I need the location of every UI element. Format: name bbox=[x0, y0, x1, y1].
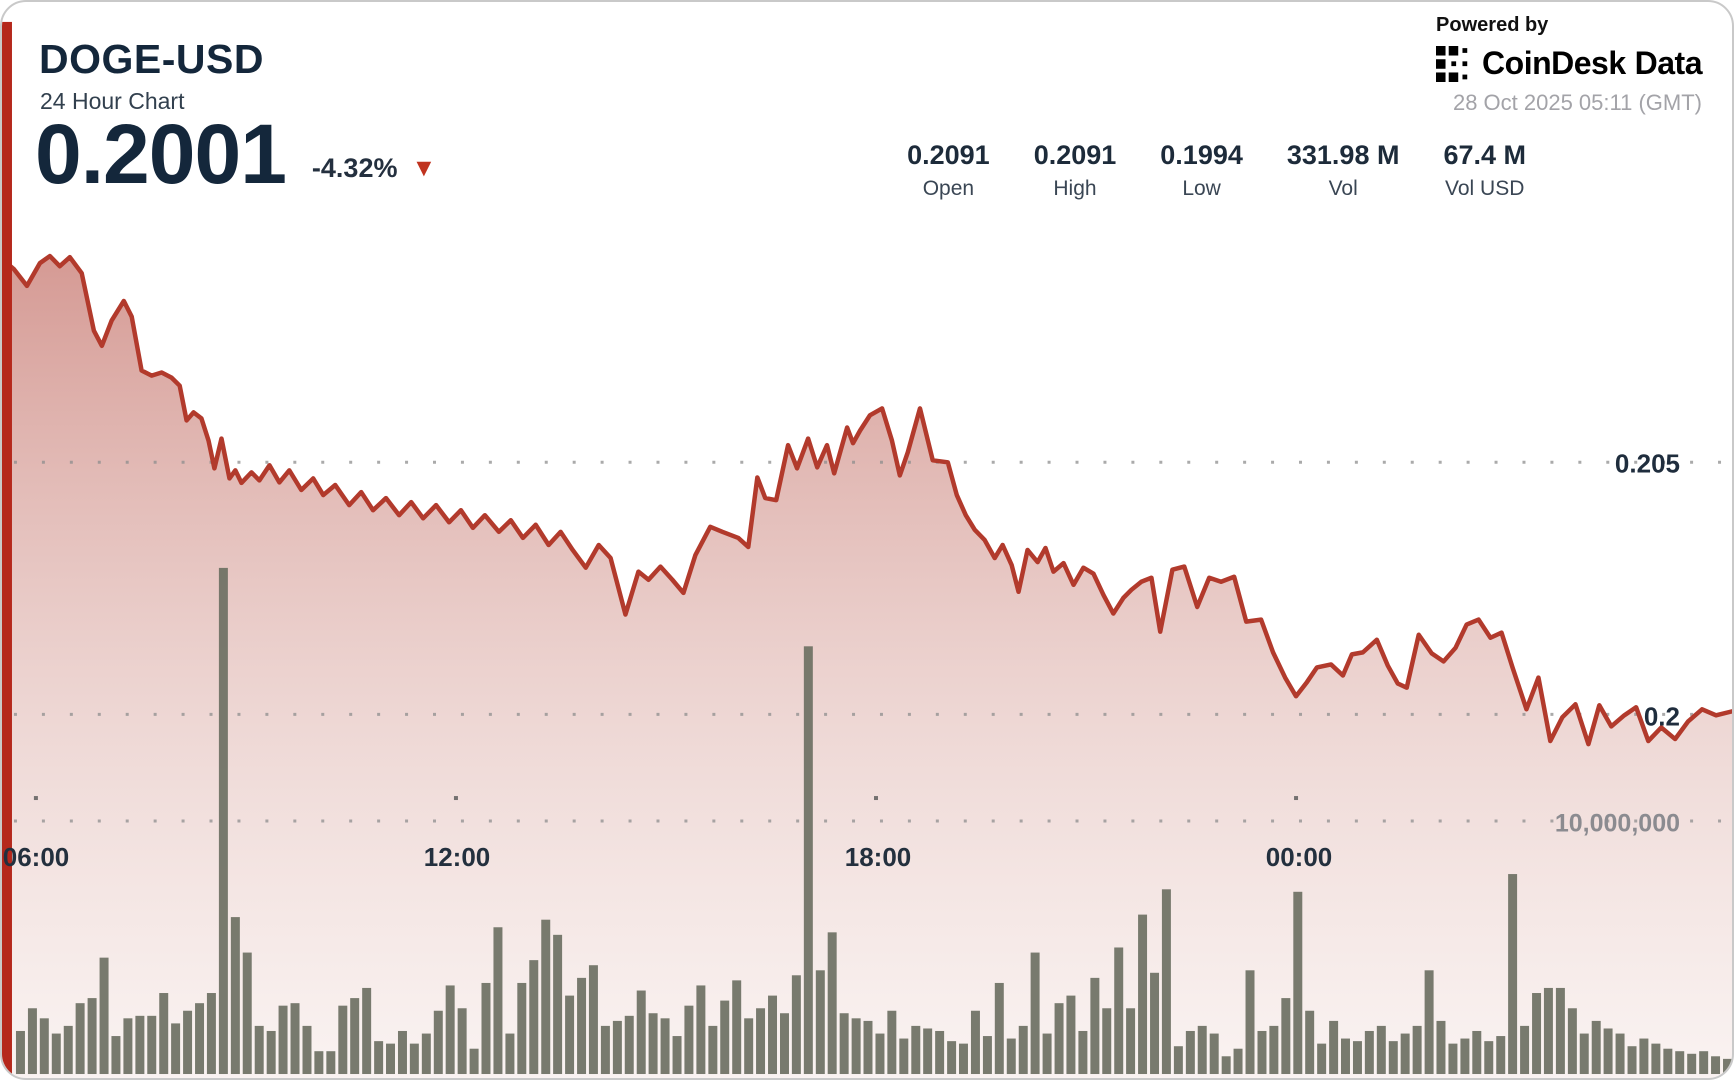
last-updated-timestamp: 28 Oct 2025 05:11 (GMT) bbox=[1452, 90, 1702, 115]
chart-subtitle: 24 Hour Chart bbox=[40, 88, 185, 114]
time-tick-0600: 06:00 bbox=[2, 842, 70, 872]
current-price: 0.2001 bbox=[35, 107, 287, 201]
stat-high-label: High bbox=[1053, 177, 1097, 200]
volume-tick-10m: 10,000,000 bbox=[1554, 809, 1680, 838]
stat-volume-label: Vol bbox=[1328, 177, 1358, 200]
stat-open-label: Open bbox=[922, 177, 975, 200]
stat-high-value: 0.2091 bbox=[1033, 140, 1117, 170]
change-percent: -4.32% bbox=[311, 153, 398, 184]
change-badge: -4.32% ▼ bbox=[312, 153, 436, 184]
coindesk-mark-icon bbox=[1436, 45, 1468, 82]
price-row: 0.2001 -4.32% ▼ bbox=[35, 110, 436, 198]
stat-volume-usd: 67.4 M Vol USD bbox=[1443, 140, 1526, 201]
powered-by-label: Powered by bbox=[1436, 14, 1549, 36]
powered-by-block: Powered by CoinDesk Data 28 Oct 2025 05:… bbox=[1436, 14, 1703, 116]
stat-volume-usd-value: 67.4 M bbox=[1443, 140, 1526, 170]
coindesk-data-logo[interactable]: CoinDesk Data bbox=[1436, 45, 1703, 82]
brand-coindesk-text: CoinDesk bbox=[1482, 45, 1626, 81]
price-tick-0205: 0.205 bbox=[1614, 448, 1680, 479]
stat-low-value: 0.1994 bbox=[1160, 140, 1243, 170]
stat-volume: 331.98 M Vol bbox=[1287, 140, 1400, 201]
symbol-title: DOGE-USD bbox=[39, 36, 264, 82]
stat-volume-usd-label: Vol USD bbox=[1445, 177, 1525, 200]
stat-open-value: 0.2091 bbox=[907, 140, 990, 170]
brand-data-text: Data bbox=[1634, 45, 1703, 81]
time-tick-0000: 00:00 bbox=[1265, 842, 1333, 872]
time-tick-1200: 12:00 bbox=[423, 842, 491, 872]
stat-high: 0.2091 High bbox=[1034, 140, 1117, 201]
ohlc-stats-row: 0.2091 Open 0.2091 High 0.1994 Low 331.9… bbox=[907, 140, 1526, 201]
stat-volume-value: 331.98 M bbox=[1286, 140, 1400, 170]
stat-low-label: Low bbox=[1182, 177, 1221, 200]
down-triangle-icon: ▼ bbox=[411, 154, 437, 183]
time-tick-1800: 18:00 bbox=[844, 842, 912, 872]
price-tick-02: 0.2 bbox=[1643, 701, 1680, 732]
stat-open: 0.2091 Open bbox=[907, 140, 990, 201]
stat-low: 0.1994 Low bbox=[1160, 140, 1243, 201]
